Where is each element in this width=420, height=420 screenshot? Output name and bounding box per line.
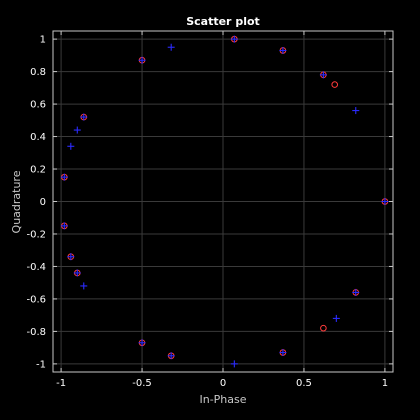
scatter-point-plus [73,126,81,134]
scatter-point-plus [60,222,68,230]
scatter-point-circle [331,81,339,88]
scatter-point-plus [230,360,238,368]
scatter-point-plus [60,173,68,181]
scatter-point-plus [80,282,88,290]
scatter-point-circle [320,324,327,332]
scatter-point-plus [138,339,146,347]
scatter-point-plus [167,352,175,360]
scatter-point-plus [67,142,75,150]
y-tick-label: 0.8 [30,67,46,78]
scatter-point-plus [352,107,360,115]
plot-frame [52,30,394,373]
scatter-point-plus [167,43,175,51]
x-tick-label: -0.5 [132,378,152,389]
x-axis-label: In-Phase [199,393,246,406]
y-axis-label: Quadrature [10,170,23,233]
y-tick-label: 1 [40,35,46,46]
x-tick-label: 0.5 [296,378,312,389]
y-tick-label: 0.4 [30,132,46,143]
y-tick-label: -0.2 [26,229,46,240]
scatter-point-plus [80,113,88,121]
data-points [60,35,389,368]
scatter-point-plus [381,198,389,205]
scatter-point-plus [138,56,146,64]
y-tick-label: 0.6 [30,100,46,111]
grid [53,31,393,372]
x-tick-label: 1 [382,378,388,389]
scatter-point-plus [279,46,287,54]
scatter-point-plus [230,35,238,43]
y-tick-label: 0 [40,197,46,208]
scatter-point-plus [319,71,327,79]
y-tick-label: -0.6 [26,294,46,305]
scatter-point-plus [332,314,340,322]
x-tick-label: -1 [56,378,66,389]
y-tick-label: -0.4 [26,262,46,273]
scatter-point-plus [73,269,81,277]
y-tick-label: 0.2 [30,165,46,176]
y-tick-label: -0.8 [26,327,46,338]
chart-title: Scatter plot [186,15,260,28]
scatter-point-plus [279,349,287,357]
scatter-point-plus [352,288,360,296]
axis-ticks: -1 -0.5 0 0.5 1 -1 -0.8 -0.6 -0.4 -0.2 0 0.2 0.4 0.6 0… [26,31,393,389]
scatter-point-plus [67,253,75,261]
x-tick-label: 0 [220,378,226,389]
y-tick-label: -1 [36,359,46,370]
